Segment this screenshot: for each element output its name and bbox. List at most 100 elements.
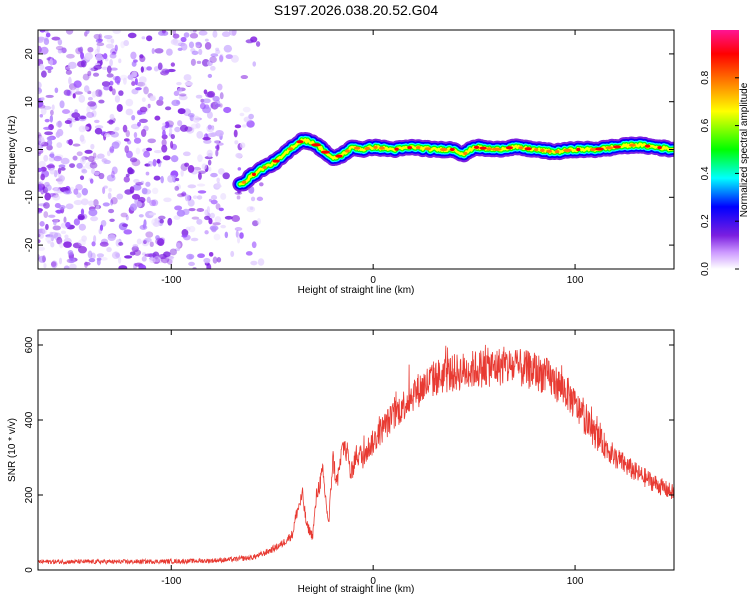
noise-speckle — [257, 258, 265, 266]
noise-speckle — [175, 242, 181, 249]
noise-speckle — [149, 96, 156, 102]
noise-speckle — [133, 132, 138, 139]
noise-speckle — [44, 192, 52, 201]
noise-speckle — [206, 206, 211, 215]
noise-speckle — [245, 39, 254, 44]
noise-speckle — [148, 212, 157, 216]
noise-speckle — [40, 107, 47, 116]
noise-speckle — [218, 207, 224, 212]
noise-speckle — [73, 199, 83, 206]
colorbar-gradient — [711, 30, 739, 269]
snr-xtick-label: 0 — [370, 576, 376, 587]
noise-speckle — [153, 175, 161, 181]
noise-speckle — [135, 200, 143, 208]
noise-speckle — [213, 139, 220, 144]
noise-speckle — [124, 189, 133, 195]
noise-speckle — [96, 45, 101, 53]
noise-speckle — [256, 218, 262, 225]
noise-speckle — [154, 115, 161, 121]
noise-speckle — [145, 171, 150, 176]
noise-speckle — [188, 41, 195, 49]
noise-speckle — [101, 66, 108, 70]
noise-speckle — [85, 30, 90, 35]
noise-speckle — [114, 126, 120, 131]
noise-speckle — [53, 187, 61, 194]
noise-speckle — [82, 73, 90, 81]
spectrogram-x-ticks: -100 0 100 — [161, 30, 584, 286]
noise-speckle — [78, 223, 86, 231]
noise-speckle — [101, 81, 111, 87]
noise-speckle — [49, 167, 55, 175]
noise-speckle — [179, 124, 189, 132]
noise-speckle — [94, 119, 100, 124]
ridge-peak — [491, 147, 502, 151]
ridge-peak — [540, 148, 545, 153]
noise-speckle — [79, 115, 87, 120]
noise-speckle — [159, 219, 164, 224]
noise-speckle — [89, 178, 94, 184]
noise-speckle — [99, 224, 104, 231]
noise-speckle — [196, 195, 203, 200]
spectrogram-xtick-label: 0 — [370, 275, 376, 286]
noise-speckle — [160, 175, 164, 184]
noise-speckle — [108, 187, 112, 192]
noise-speckle — [163, 251, 171, 258]
noise-speckle — [215, 129, 224, 137]
noise-speckle — [231, 215, 241, 222]
noise-speckle — [38, 91, 41, 95]
noise-speckle — [72, 143, 81, 147]
noise-speckle — [39, 221, 45, 227]
noise-speckle — [91, 91, 97, 98]
noise-speckle — [80, 208, 85, 216]
noise-speckle — [153, 256, 161, 263]
noise-speckle — [104, 132, 111, 138]
noise-speckle — [217, 168, 225, 175]
noise-speckle — [50, 241, 55, 248]
noise-speckle — [150, 94, 156, 99]
noise-speckle — [90, 216, 99, 222]
noise-speckle — [106, 120, 115, 124]
colorbar-tick-label: 0.2 — [700, 214, 711, 228]
noise-speckle — [43, 126, 52, 130]
noise-speckle — [181, 191, 187, 197]
noise-speckle — [135, 87, 142, 91]
noise-speckle — [176, 209, 186, 217]
noise-speckle — [131, 81, 136, 86]
noise-speckle — [210, 65, 216, 71]
noise-speckle — [135, 181, 144, 186]
noise-speckle — [41, 70, 47, 78]
noise-speckle — [89, 162, 98, 169]
noise-speckle — [198, 48, 203, 56]
noise-speckle — [72, 155, 78, 161]
noise-speckle — [131, 158, 141, 167]
noise-speckle — [149, 199, 157, 207]
noise-speckle — [117, 256, 122, 264]
noise-speckle — [165, 120, 174, 128]
ridge-peak — [486, 147, 493, 151]
spectrogram-ytick-label: -10 — [24, 190, 35, 205]
noise-speckle — [73, 188, 79, 195]
noise-speckle — [127, 167, 133, 175]
noise-speckle — [87, 96, 93, 101]
noise-speckle — [162, 129, 166, 137]
spectrogram-noise — [38, 30, 265, 269]
noise-speckle — [167, 175, 175, 183]
noise-speckle — [217, 83, 223, 91]
noise-speckle — [87, 250, 93, 259]
noise-speckle — [202, 98, 211, 104]
noise-speckle — [131, 193, 141, 200]
noise-speckle — [159, 237, 166, 243]
noise-speckle — [84, 149, 93, 154]
noise-speckle — [125, 98, 134, 107]
noise-speckle — [203, 257, 211, 264]
noise-speckle — [201, 163, 207, 170]
noise-speckle — [149, 241, 154, 248]
noise-speckle — [197, 170, 206, 174]
noise-speckle — [170, 62, 176, 67]
colorbar-tick-label: 0.4 — [700, 166, 711, 180]
noise-speckle — [161, 138, 167, 147]
noise-speckle — [44, 30, 49, 33]
noise-speckle — [108, 208, 115, 214]
noise-speckle — [52, 194, 61, 201]
noise-speckle — [48, 156, 56, 162]
